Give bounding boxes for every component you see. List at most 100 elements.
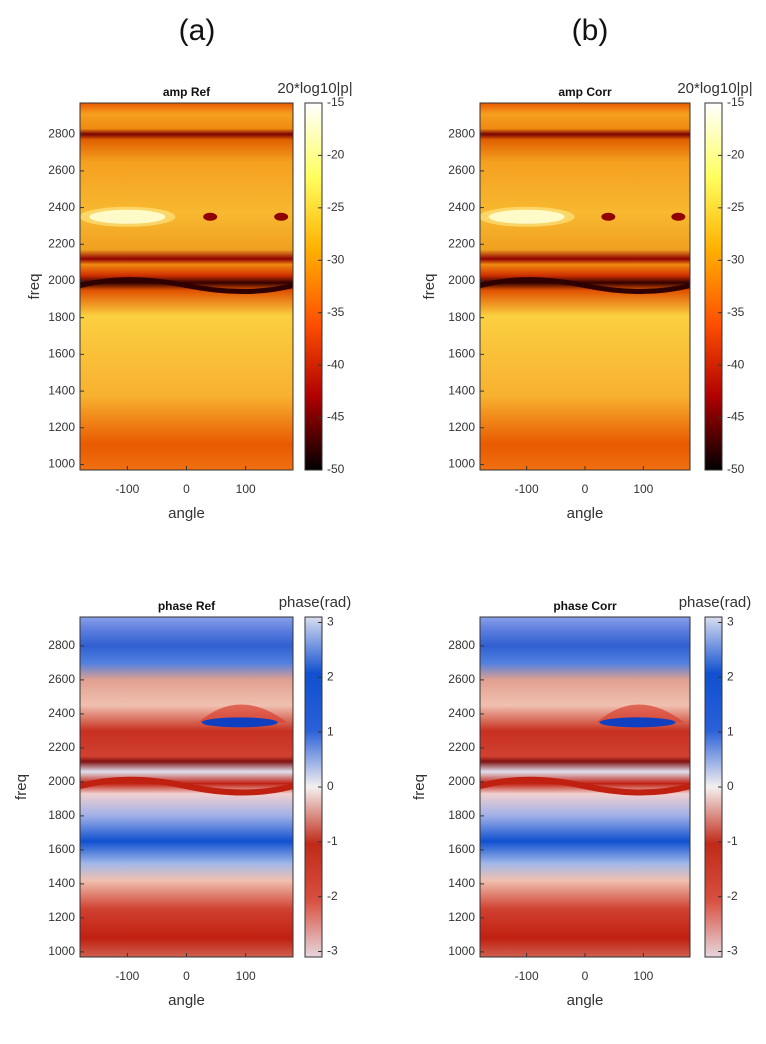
dark-spot [274, 212, 289, 221]
colorbar-label: 20*log10|p| [277, 80, 352, 97]
blue-lens [599, 717, 676, 728]
y-tick-label: 2400 [48, 200, 75, 214]
y-tick-label: 2600 [448, 672, 475, 686]
y-tick-label: 1800 [48, 808, 75, 822]
y-axis-label: freq [411, 774, 428, 800]
y-tick-label: 1800 [48, 310, 75, 324]
colorbar-tick-label: -40 [327, 357, 345, 371]
colorbar-label: phase(rad) [279, 594, 352, 611]
y-tick-label: 1000 [448, 944, 475, 958]
y-tick-label: 2200 [48, 740, 75, 754]
y-tick-label: 2400 [48, 706, 75, 720]
y-tick-label: 2800 [48, 126, 75, 140]
colorbar-tick-label: 0 [327, 779, 334, 793]
dark-wave [480, 277, 690, 294]
colorbar-tick-label: -25 [727, 200, 745, 214]
chart-title: phase Corr [553, 599, 617, 613]
colorbar-tick-label: 1 [727, 724, 734, 738]
colorbar-tick-label: -20 [727, 148, 745, 162]
colorbar-tick-label: -30 [327, 252, 345, 266]
colorbar [704, 102, 723, 471]
panel-label: (a) [179, 14, 216, 47]
heatmap [80, 103, 293, 470]
y-tick-label: 2000 [448, 273, 475, 287]
y-tick-label: 1400 [448, 876, 475, 890]
x-tick-label: -100 [515, 969, 539, 983]
colorbar-tick-label: -1 [327, 834, 338, 848]
y-tick-label: 2000 [48, 774, 75, 788]
x-tick-label: 0 [183, 482, 190, 496]
x-tick-label: 100 [633, 482, 653, 496]
colorbar-tick-label: -50 [327, 462, 345, 476]
colorbar-tick-label: -2 [727, 889, 738, 903]
colorbar-tick-label: 3 [327, 615, 334, 629]
colorbar-tick-label: -3 [727, 944, 738, 958]
chart-title: amp Ref [163, 85, 211, 99]
x-tick-label: -100 [515, 482, 539, 496]
colorbar-tick-label: -45 [327, 410, 345, 424]
red-dome [198, 704, 288, 723]
x-tick-label: 100 [633, 969, 653, 983]
y-tick-label: 1400 [48, 876, 75, 890]
panel-label: (b) [572, 14, 609, 47]
dark-wave [80, 277, 293, 294]
colorbar-tick-label: -40 [727, 357, 745, 371]
y-tick-label: 1200 [48, 420, 75, 434]
y-tick-label: 1600 [48, 347, 75, 361]
x-tick-label: 100 [236, 969, 256, 983]
x-axis-label: angle [567, 505, 604, 522]
y-tick-label: 1200 [448, 910, 475, 924]
y-tick-label: 2200 [448, 740, 475, 754]
y-axis-label: freq [26, 274, 43, 300]
colorbar-tick-label: -25 [327, 200, 345, 214]
colorbar-tick-label: -30 [727, 252, 745, 266]
y-tick-label: 1400 [448, 383, 475, 397]
y-tick-label: 2800 [448, 638, 475, 652]
colorbar-tick-label: -20 [327, 148, 345, 162]
y-tick-label: 2400 [448, 706, 475, 720]
y-tick-label: 1000 [448, 457, 475, 471]
colorbar-label: 20*log10|p| [677, 80, 752, 97]
x-tick-label: 0 [183, 969, 190, 983]
y-tick-label: 2200 [48, 236, 75, 250]
x-tick-label: -100 [115, 969, 139, 983]
y-tick-label: 2600 [448, 163, 475, 177]
hot-spot [480, 206, 575, 227]
y-tick-label: 2600 [48, 672, 75, 686]
colorbar-tick-label: 3 [727, 615, 734, 629]
y-tick-label: 1400 [48, 383, 75, 397]
y-tick-label: 2400 [448, 200, 475, 214]
colorbar-tick-label: 0 [727, 779, 734, 793]
y-tick-label: 2800 [448, 126, 475, 140]
chart-title: amp Corr [558, 85, 612, 99]
y-tick-label: 1000 [48, 944, 75, 958]
red-bumps [80, 776, 293, 796]
heatmap [480, 617, 690, 957]
y-tick-label: 2000 [448, 774, 475, 788]
y-tick-label: 1600 [48, 842, 75, 856]
x-tick-label: 100 [236, 482, 256, 496]
y-axis-label: freq [421, 274, 438, 300]
colorbar [304, 102, 323, 471]
colorbar-tick-label: -50 [727, 462, 745, 476]
colorbar-tick-label: -1 [727, 834, 738, 848]
heatmap [480, 103, 690, 470]
y-tick-label: 2600 [48, 163, 75, 177]
colorbar-tick-label: -45 [727, 410, 745, 424]
x-tick-label: -100 [115, 482, 139, 496]
x-tick-label: 0 [582, 482, 589, 496]
x-tick-label: 0 [582, 969, 589, 983]
colorbar-label: phase(rad) [679, 594, 752, 611]
colorbar-tick-label: -35 [727, 305, 745, 319]
x-axis-label: angle [168, 992, 205, 1009]
y-tick-label: 2000 [48, 273, 75, 287]
blue-lens [201, 717, 278, 728]
y-tick-label: 2200 [448, 236, 475, 250]
y-tick-label: 2800 [48, 638, 75, 652]
x-axis-label: angle [567, 992, 604, 1009]
y-tick-label: 1600 [448, 347, 475, 361]
y-tick-label: 1200 [448, 420, 475, 434]
colorbar-tick-label: -3 [327, 944, 338, 958]
